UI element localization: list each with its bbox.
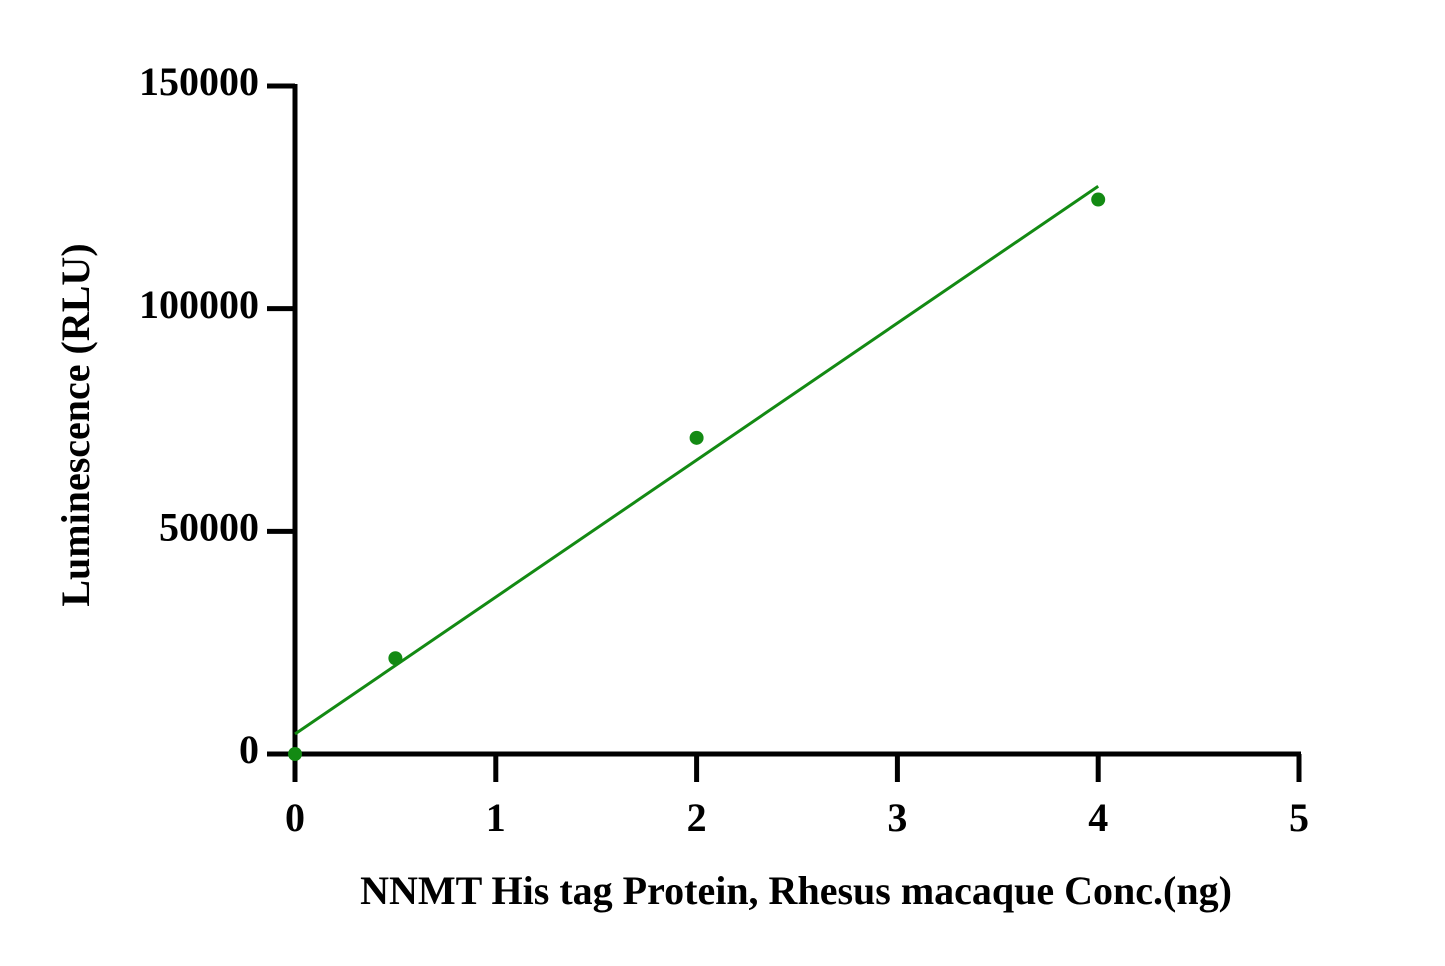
x-axis-title: NNMT His tag Protein, Rhesus macaque Con… xyxy=(360,868,1232,913)
y-tick-label: 0 xyxy=(239,727,259,772)
x-tick-label: 3 xyxy=(887,795,907,840)
y-tick-label: 50000 xyxy=(159,505,259,550)
x-tick-label: 1 xyxy=(486,795,506,840)
x-tick-label: 4 xyxy=(1088,795,1108,840)
data-point xyxy=(288,747,302,761)
y-tick-label: 150000 xyxy=(139,59,259,104)
fit-line xyxy=(294,184,1100,736)
data-point xyxy=(689,430,704,445)
x-tick-label: 5 xyxy=(1289,795,1309,840)
y-axis-title: Luminescence (RLU) xyxy=(53,243,98,606)
data-point xyxy=(1091,192,1106,207)
x-tick-label: 2 xyxy=(687,795,707,840)
x-tick-label: 0 xyxy=(285,795,305,840)
data-point xyxy=(388,651,403,666)
y-tick-label: 100000 xyxy=(139,282,259,327)
